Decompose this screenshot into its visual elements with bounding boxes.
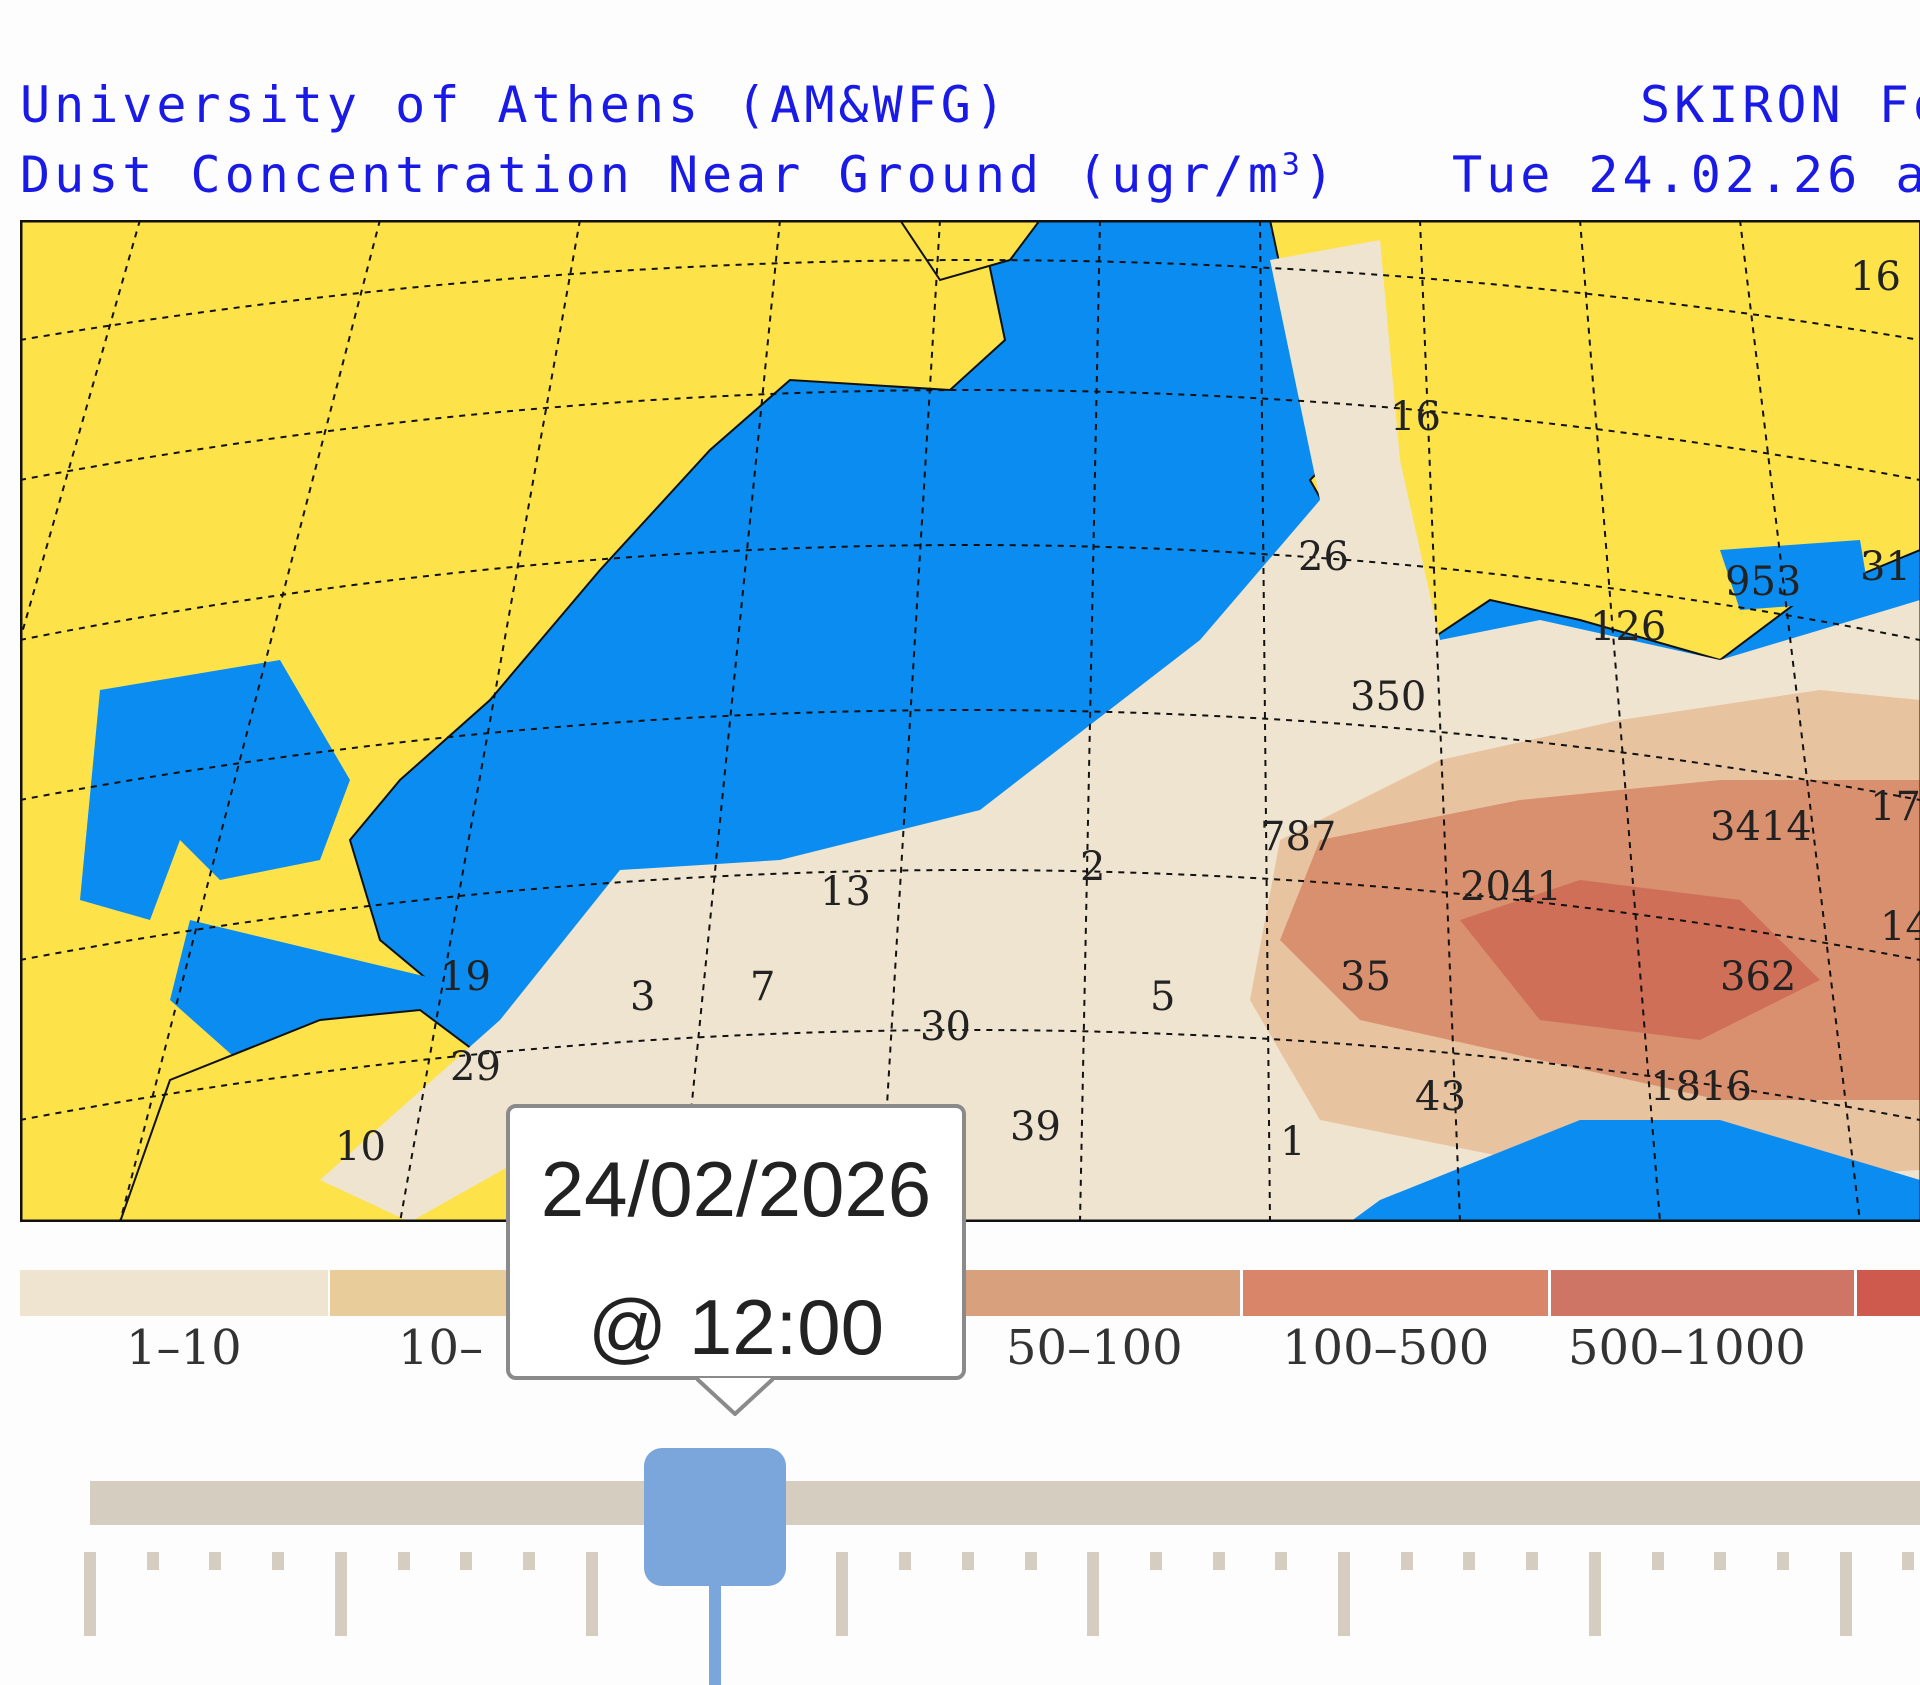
map-value: 5 bbox=[1150, 974, 1175, 1020]
forecast-name: SKIRON Fo bbox=[1640, 76, 1920, 134]
major-tick bbox=[334, 1552, 347, 1636]
time-slider-track[interactable] bbox=[90, 1481, 1920, 1525]
legend-label: 10– bbox=[398, 1320, 484, 1376]
tooltip-date: 24/02/2026 bbox=[540, 1145, 932, 1233]
legend-swatch bbox=[1551, 1270, 1854, 1316]
map-value: 350 bbox=[1350, 674, 1426, 720]
map-value: 1816 bbox=[1650, 1064, 1752, 1110]
minor-tick bbox=[397, 1552, 410, 1570]
minor-tick bbox=[1463, 1552, 1476, 1570]
legend-swatch bbox=[950, 1270, 1240, 1316]
map-frame bbox=[20, 220, 1920, 1222]
gulf-of-mexico bbox=[80, 660, 350, 920]
forecast-date: Tue 24.02.26 at bbox=[1452, 146, 1920, 204]
minor-tick bbox=[1275, 1552, 1288, 1570]
minor-tick bbox=[1651, 1552, 1664, 1570]
model-source-title: University of Athens (AM&WFG) bbox=[20, 76, 1009, 134]
map-value: 16 bbox=[1390, 394, 1441, 440]
variable-close: ) bbox=[1303, 146, 1338, 204]
dust-map: 16 16 26 953 31 126 350 787 2041 3414 17… bbox=[20, 220, 1920, 1222]
gulf-of-guinea bbox=[1350, 1120, 1920, 1222]
minor-tick bbox=[1212, 1552, 1225, 1570]
minor-tick bbox=[460, 1552, 473, 1570]
legend-label: 50–100 bbox=[1006, 1320, 1183, 1376]
map-value: 953 bbox=[1725, 559, 1801, 605]
minor-tick bbox=[899, 1552, 912, 1570]
tooltip-pointer bbox=[696, 1376, 774, 1416]
map-value: 19 bbox=[440, 954, 491, 1000]
map-value: 35 bbox=[1340, 954, 1391, 1000]
legend-swatch bbox=[20, 1270, 328, 1316]
value-labels: 16 16 26 953 31 126 350 787 2041 3414 17… bbox=[335, 254, 1920, 1170]
minor-tick bbox=[1024, 1552, 1037, 1570]
minor-tick bbox=[522, 1552, 535, 1570]
time-slider-handle-stem bbox=[709, 1586, 721, 1685]
major-tick bbox=[1338, 1552, 1350, 1636]
map-value: 16 bbox=[1850, 254, 1901, 300]
map-value: 43 bbox=[1415, 1074, 1466, 1120]
map-value: 17 bbox=[1870, 784, 1920, 830]
minor-tick bbox=[961, 1552, 974, 1570]
major-tick bbox=[1588, 1552, 1601, 1636]
map-value: 31 bbox=[1860, 544, 1911, 590]
minor-tick bbox=[146, 1552, 159, 1570]
map-value: 1 bbox=[1280, 1119, 1305, 1165]
greenland-land bbox=[898, 220, 1042, 282]
dust-plume-severe bbox=[1460, 880, 1820, 1040]
legend-label: 1–10 bbox=[126, 1320, 242, 1376]
map-value: 787 bbox=[1260, 814, 1336, 860]
minor-tick bbox=[1400, 1552, 1413, 1570]
minor-tick bbox=[1776, 1552, 1789, 1570]
variable-text: Dust Concentration Near Ground (ugr/m bbox=[20, 146, 1282, 204]
minor-tick bbox=[1714, 1552, 1727, 1570]
legend-label: 100–500 bbox=[1282, 1320, 1490, 1376]
map-value: 13 bbox=[820, 869, 871, 915]
minor-tick bbox=[1149, 1552, 1162, 1570]
black-sea bbox=[1720, 540, 1870, 610]
unit-exponent: 3 bbox=[1281, 147, 1304, 183]
map-value: 362 bbox=[1720, 954, 1796, 1000]
minor-tick bbox=[1902, 1552, 1915, 1570]
map-value: 2041 bbox=[1460, 864, 1562, 910]
major-tick bbox=[1839, 1552, 1852, 1636]
map-value: 30 bbox=[920, 1004, 971, 1050]
map-value: 2 bbox=[1080, 844, 1105, 890]
map-value: 26 bbox=[1298, 534, 1349, 580]
major-tick bbox=[836, 1552, 849, 1636]
map-value: 3 bbox=[630, 974, 655, 1020]
minor-tick bbox=[272, 1552, 285, 1570]
map-value: 14 bbox=[1880, 904, 1920, 950]
major-tick bbox=[585, 1552, 598, 1636]
minor-tick bbox=[209, 1552, 222, 1570]
legend-swatch bbox=[1857, 1270, 1920, 1316]
map-value: 39 bbox=[1010, 1104, 1061, 1150]
map-value: 126 bbox=[1590, 604, 1666, 650]
major-tick bbox=[1087, 1552, 1100, 1636]
map-value: 29 bbox=[450, 1044, 501, 1090]
map-value: 10 bbox=[335, 1124, 386, 1170]
map-value: 3414 bbox=[1710, 804, 1812, 850]
map-value: 7 bbox=[750, 964, 775, 1010]
time-tooltip: 24/02/2026 @ 12:00 bbox=[506, 1104, 966, 1380]
map-variable-title: Dust Concentration Near Ground (ugr/m3) bbox=[20, 146, 1338, 204]
legend-swatch bbox=[1243, 1270, 1548, 1316]
graticule bbox=[20, 220, 1920, 1222]
time-slider-handle[interactable] bbox=[644, 1448, 786, 1586]
minor-tick bbox=[1526, 1552, 1539, 1570]
tooltip-time: @ 12:00 bbox=[587, 1283, 885, 1371]
major-tick bbox=[84, 1552, 96, 1636]
legend-label: 500–1000 bbox=[1568, 1320, 1806, 1376]
